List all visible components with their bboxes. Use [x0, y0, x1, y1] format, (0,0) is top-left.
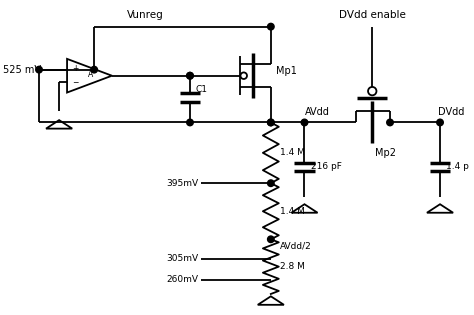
Text: 1.4 M: 1.4 M [280, 148, 305, 157]
Circle shape [387, 119, 393, 126]
Circle shape [267, 119, 274, 126]
Text: Vunreg: Vunreg [127, 10, 164, 20]
Circle shape [267, 23, 274, 30]
Circle shape [267, 119, 274, 126]
Text: A: A [88, 70, 93, 79]
Text: Mp2: Mp2 [374, 148, 396, 158]
Text: AVdd: AVdd [304, 107, 329, 117]
Text: 1.4 p: 1.4 p [446, 162, 468, 171]
Circle shape [187, 72, 193, 79]
Text: C1: C1 [196, 85, 208, 94]
Text: 305mV: 305mV [166, 255, 199, 263]
Text: DVdd enable: DVdd enable [339, 10, 406, 20]
Circle shape [187, 72, 193, 79]
Circle shape [36, 66, 42, 73]
Text: −: − [72, 78, 78, 87]
Circle shape [267, 236, 274, 243]
Text: DVdd: DVdd [438, 107, 464, 117]
Text: 1.4 M: 1.4 M [280, 207, 305, 216]
Text: 525 mV: 525 mV [3, 65, 41, 75]
Text: Mp1: Mp1 [275, 66, 296, 76]
Circle shape [437, 119, 443, 126]
Text: 2.8 M: 2.8 M [280, 262, 305, 271]
Text: 395mV: 395mV [166, 179, 199, 188]
Text: 260mV: 260mV [166, 275, 199, 284]
Circle shape [267, 180, 274, 186]
Circle shape [91, 66, 98, 73]
Text: AVdd/2: AVdd/2 [280, 242, 312, 251]
Circle shape [187, 119, 193, 126]
Text: 216 pF: 216 pF [311, 162, 342, 171]
Text: +: + [72, 64, 78, 73]
Circle shape [301, 119, 308, 126]
